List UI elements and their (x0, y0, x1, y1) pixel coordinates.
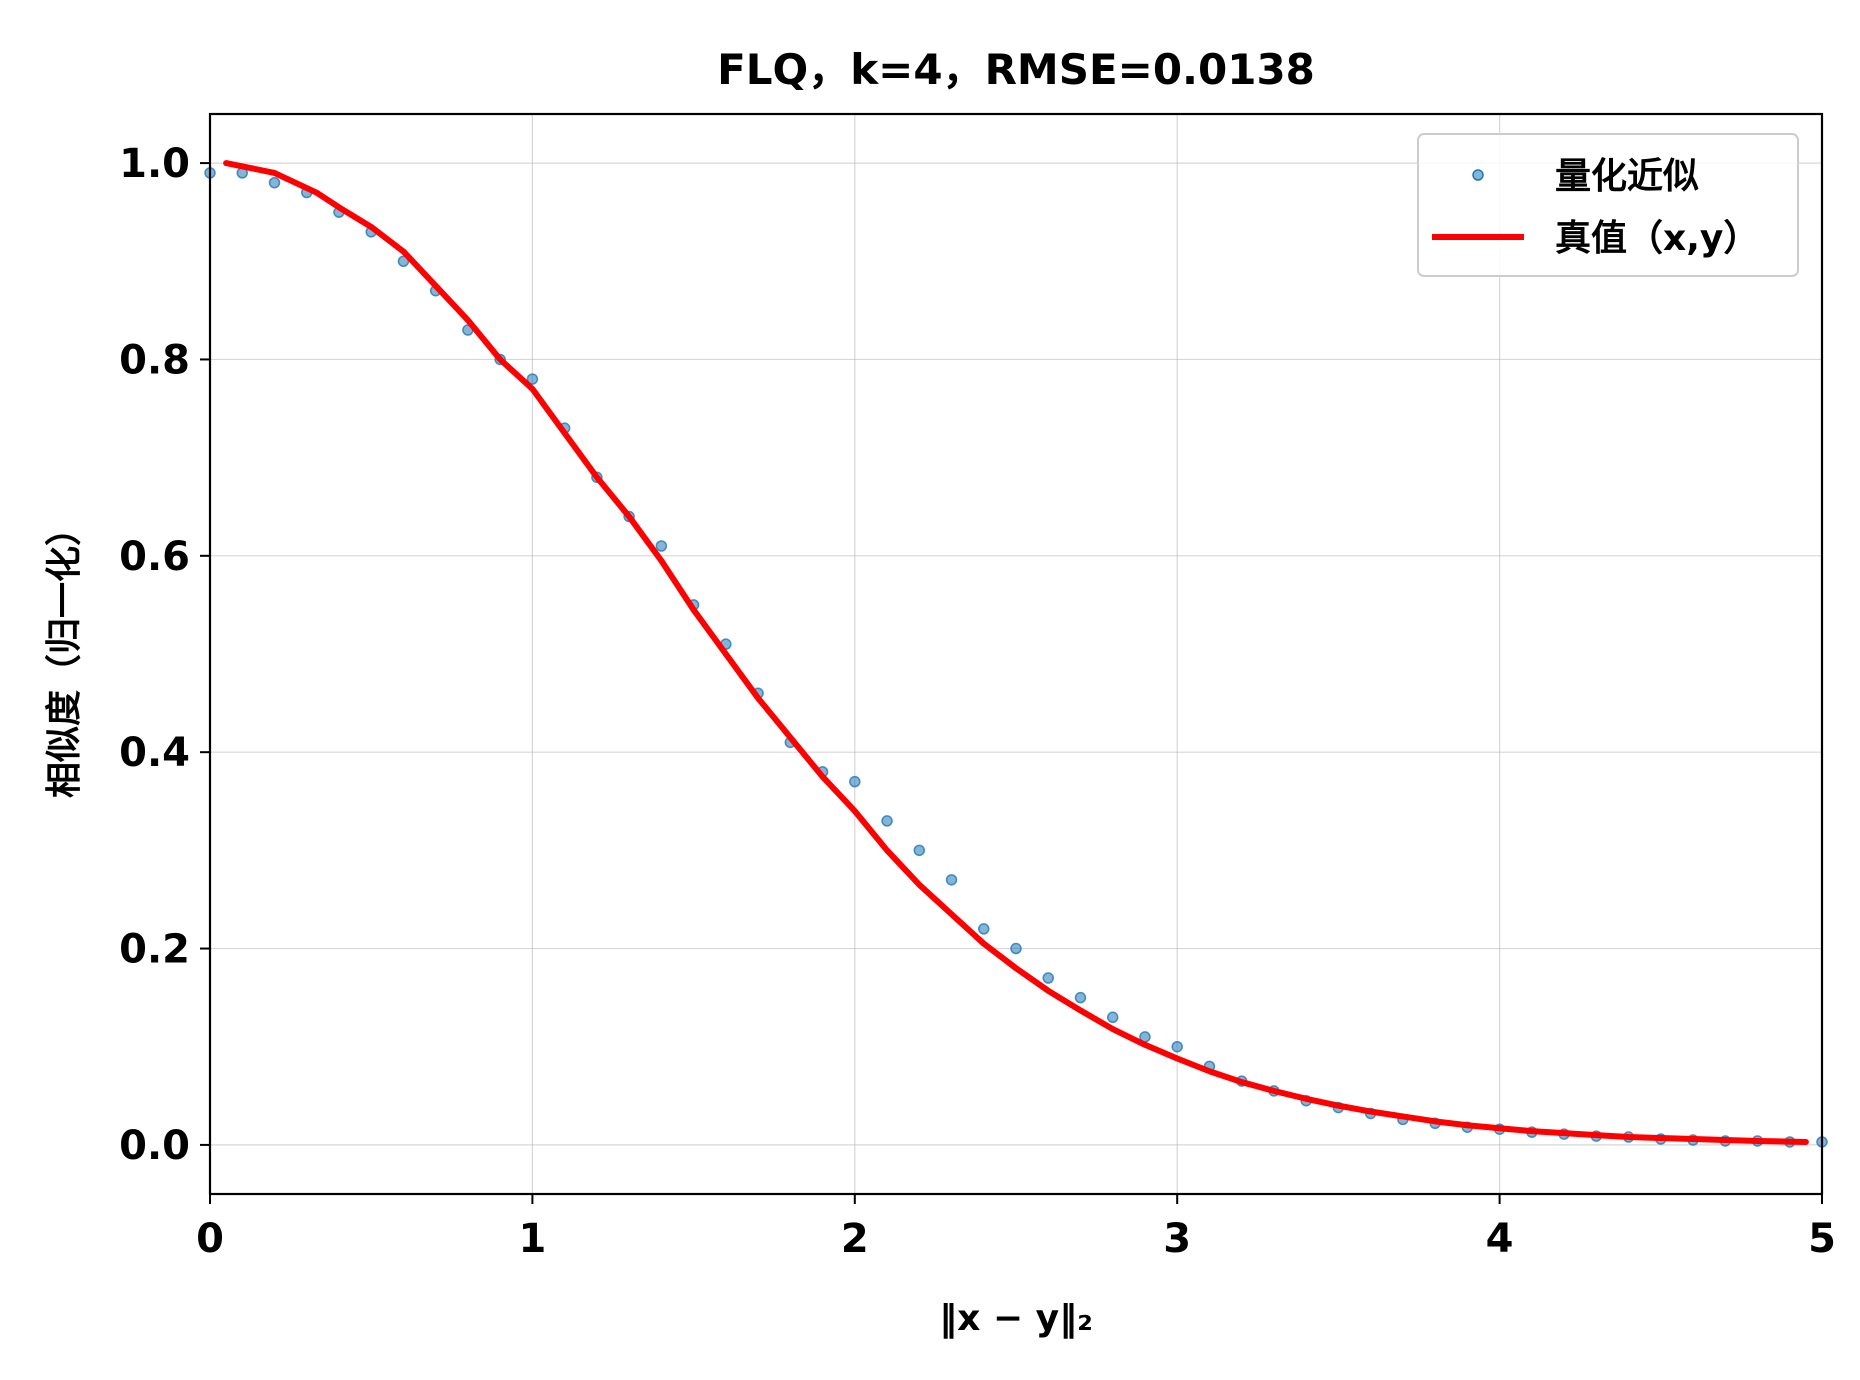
legend-scatter-label: 量化近似 (1555, 156, 1699, 197)
scatter-point (1042, 972, 1054, 984)
x-tick-label: 2 (841, 1216, 869, 1262)
x-tick-label: 0 (196, 1216, 224, 1262)
scatter-point (526, 373, 539, 385)
y-tick-label: 0.2 (119, 927, 190, 973)
x-tick-label: 3 (1163, 1216, 1191, 1262)
scatter-point (655, 540, 668, 552)
x-axis-label: ‖x − y‖₂ (939, 1298, 1093, 1339)
y-axis-label: 相似度（归一化） (44, 510, 85, 798)
y-tick-label: 0.8 (119, 337, 190, 383)
x-tick-label: 4 (1486, 1216, 1514, 1262)
true-value-line (223, 160, 1809, 1145)
scatter-point (913, 844, 926, 857)
chart-title: FLQ，k=4，RMSE=0.0138 (717, 45, 1315, 94)
legend-scatter-marker (1472, 169, 1484, 181)
x-axis: 0 1 2 3 4 5 (196, 1194, 1836, 1262)
legend: 量化近似 真值（x,y） (1417, 133, 1799, 277)
x-tick-label: 1 (518, 1216, 546, 1262)
y-tick-label: 0.4 (119, 730, 190, 776)
scatter-point (1010, 942, 1022, 955)
legend-box (1417, 133, 1799, 277)
y-tick-label: 1.0 (119, 141, 190, 187)
y-tick-label: 0.6 (119, 534, 190, 580)
y-tick-label: 0.0 (119, 1123, 190, 1169)
scatter-point (881, 815, 893, 827)
scatter-point (849, 775, 861, 788)
grid (209, 114, 1823, 1194)
scatter-point (1171, 1040, 1183, 1053)
scatter-point (268, 176, 281, 189)
scatter-point (978, 923, 990, 935)
scatter-point (945, 874, 958, 886)
scatter-point (397, 255, 410, 268)
legend-line-label: 真值（x,y） (1555, 218, 1759, 259)
scatter-point (1074, 991, 1087, 1004)
x-tick-label: 5 (1808, 1216, 1836, 1262)
line-series (223, 160, 1809, 1145)
plot-frame (208, 112, 1824, 1196)
y-axis: 0.0 0.2 0.4 0.6 0.8 1.0 (119, 141, 210, 1169)
scatter-point (1106, 1011, 1119, 1024)
